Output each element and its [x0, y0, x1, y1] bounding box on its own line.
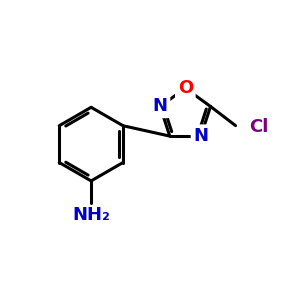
Text: O: O	[178, 79, 193, 97]
Text: N: N	[194, 127, 208, 145]
Text: NH₂: NH₂	[72, 206, 110, 224]
Text: N: N	[153, 98, 168, 116]
Text: Cl: Cl	[249, 118, 268, 136]
